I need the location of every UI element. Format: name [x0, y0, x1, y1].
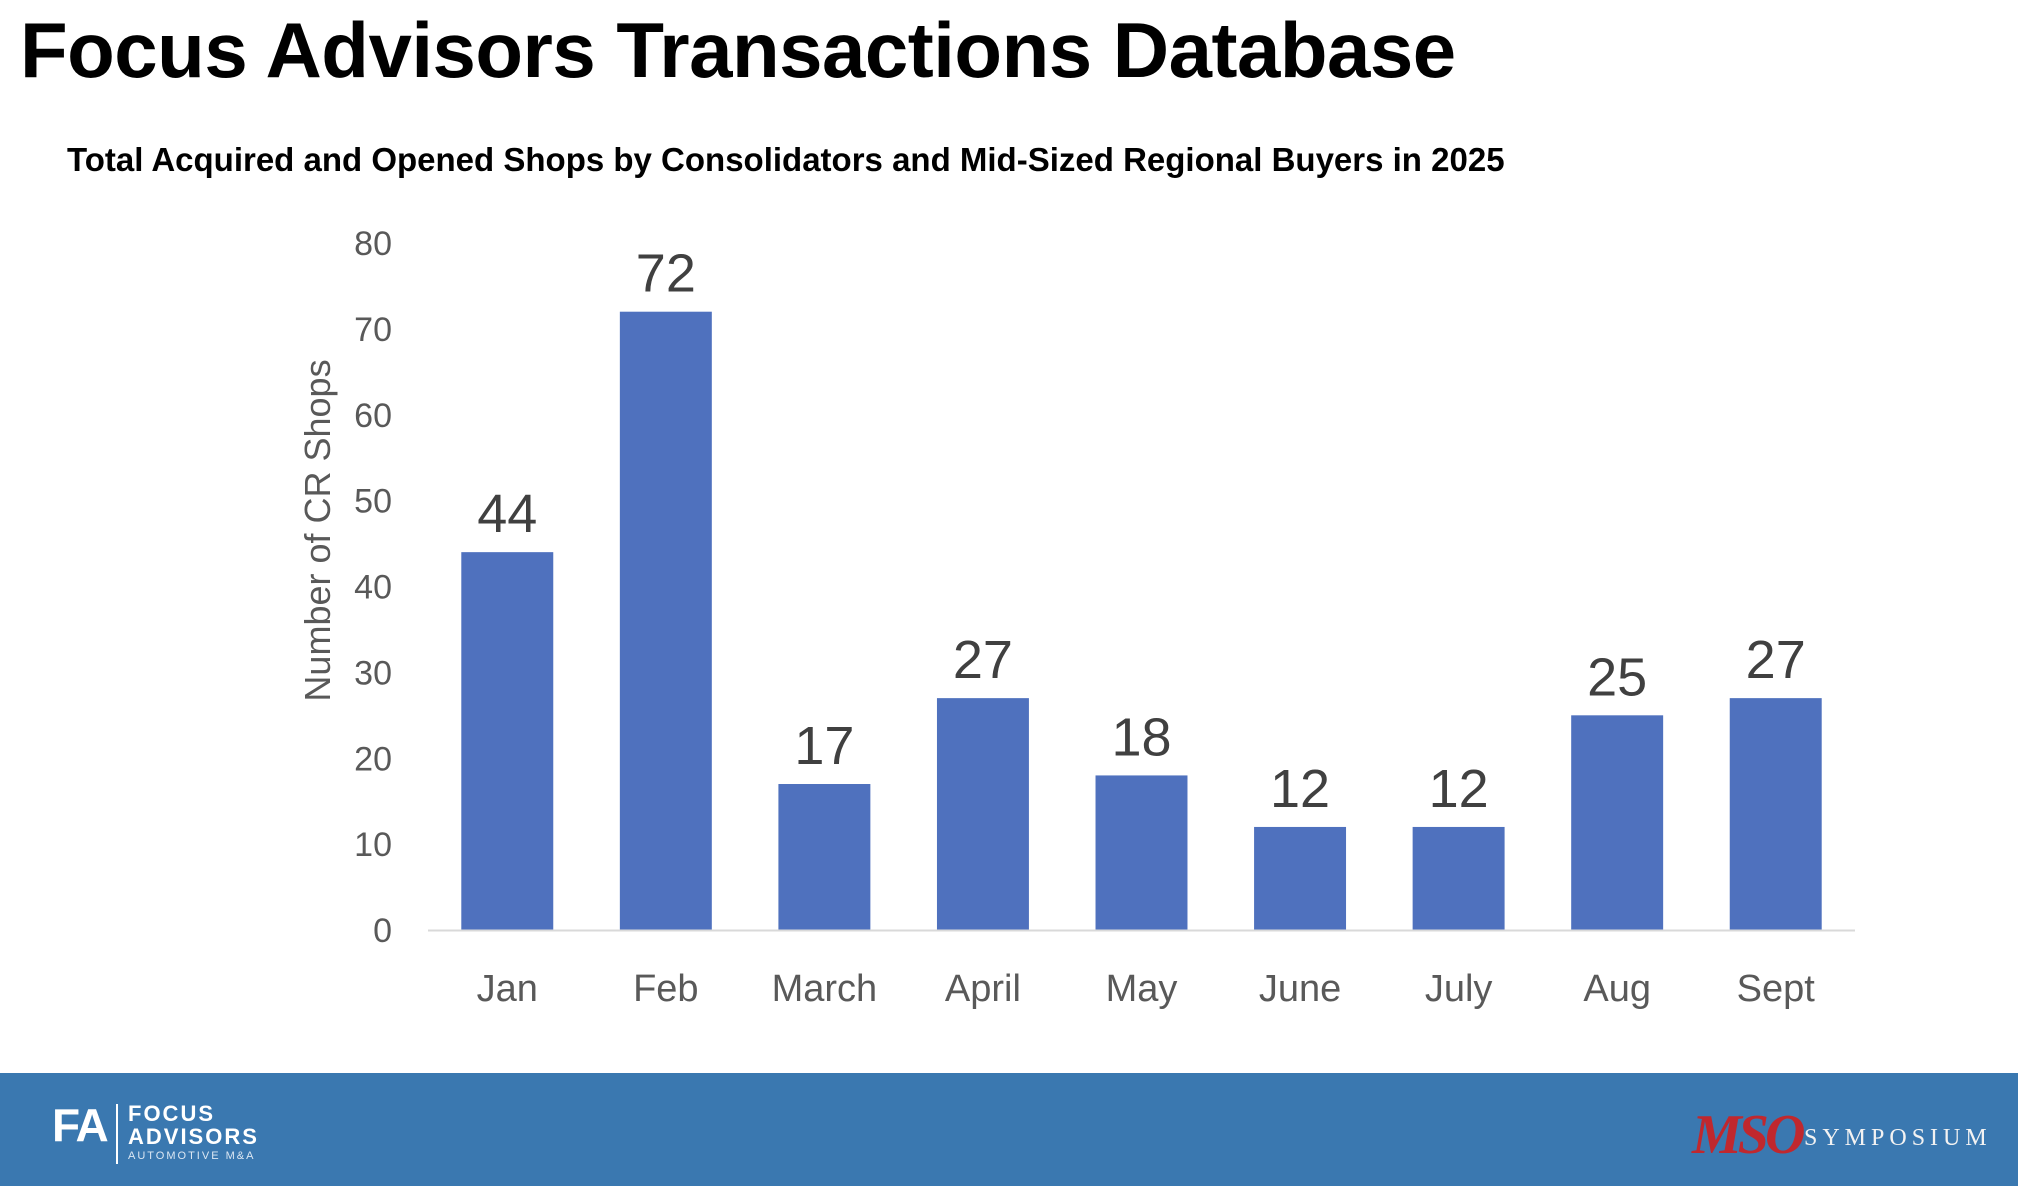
mso-symposium-logo: MSO SYMPOSIUM — [1692, 1103, 2012, 1173]
fa-logo-text: FOCUS ADVISORS — [128, 1102, 259, 1148]
x-tick-label: Sept — [1737, 968, 1816, 1010]
x-tick-label: June — [1259, 968, 1341, 1010]
chart-title: Total Acquired and Opened Shops by Conso… — [67, 141, 1505, 178]
bar — [1412, 826, 1505, 930]
page-title: Focus Advisors Transactions Database — [20, 6, 1456, 94]
data-label: 17 — [794, 716, 854, 776]
bar — [1095, 775, 1188, 930]
bar — [778, 784, 871, 930]
data-label: 12 — [1270, 759, 1330, 819]
fa-logo-line2: ADVISORS — [128, 1124, 259, 1149]
x-tick-label: March — [772, 968, 878, 1010]
x-tick-label: May — [1106, 968, 1178, 1010]
data-label: 12 — [1429, 759, 1489, 819]
bar — [1729, 698, 1822, 930]
footer-bar — [0, 1073, 2018, 1186]
fa-logo-mark: FA — [52, 1099, 109, 1151]
data-label: 27 — [1746, 630, 1806, 690]
x-tick-label: Jan — [477, 968, 538, 1010]
bar — [1254, 826, 1347, 930]
y-tick-label: 20 — [354, 740, 392, 778]
logo-divider — [116, 1104, 118, 1164]
bar — [1571, 715, 1664, 930]
bar — [936, 698, 1029, 930]
y-tick-label: 40 — [354, 569, 392, 607]
bar — [461, 552, 554, 930]
data-label: 25 — [1587, 647, 1647, 707]
y-tick-label: 60 — [354, 397, 392, 435]
data-label: 27 — [953, 630, 1013, 690]
data-label: 44 — [477, 484, 537, 544]
y-tick-label: 70 — [354, 311, 392, 349]
focus-advisors-logo: FA FOCUS ADVISORS AUTOMOTIVE M&A — [52, 1098, 282, 1168]
y-tick-label: 30 — [354, 654, 392, 692]
bar — [619, 311, 712, 930]
y-tick-label: 0 — [373, 912, 392, 950]
fa-logo-line1: FOCUS — [128, 1101, 215, 1126]
bar-chart: 0 10 20 30 40 50 60 70 80 Number of CR Shops 44 Jan… — [297, 225, 1855, 1010]
x-tick-label: April — [945, 968, 1021, 1010]
data-label: 72 — [636, 244, 696, 304]
mso-logo-mark: MSO — [1692, 1104, 1805, 1166]
y-tick-label: 80 — [354, 225, 392, 263]
x-tick-label: Aug — [1583, 968, 1651, 1010]
data-label: 18 — [1111, 707, 1171, 767]
y-tick-label: 10 — [354, 826, 392, 864]
y-tick-label: 50 — [354, 483, 392, 521]
x-tick-label: Feb — [633, 968, 698, 1010]
y-axis-title: Number of CR Shops — [297, 359, 338, 701]
fa-logo-subtitle: AUTOMOTIVE M&A — [128, 1150, 256, 1162]
x-tick-label: July — [1425, 968, 1493, 1010]
mso-logo-word: SYMPOSIUM — [1804, 1125, 1992, 1151]
